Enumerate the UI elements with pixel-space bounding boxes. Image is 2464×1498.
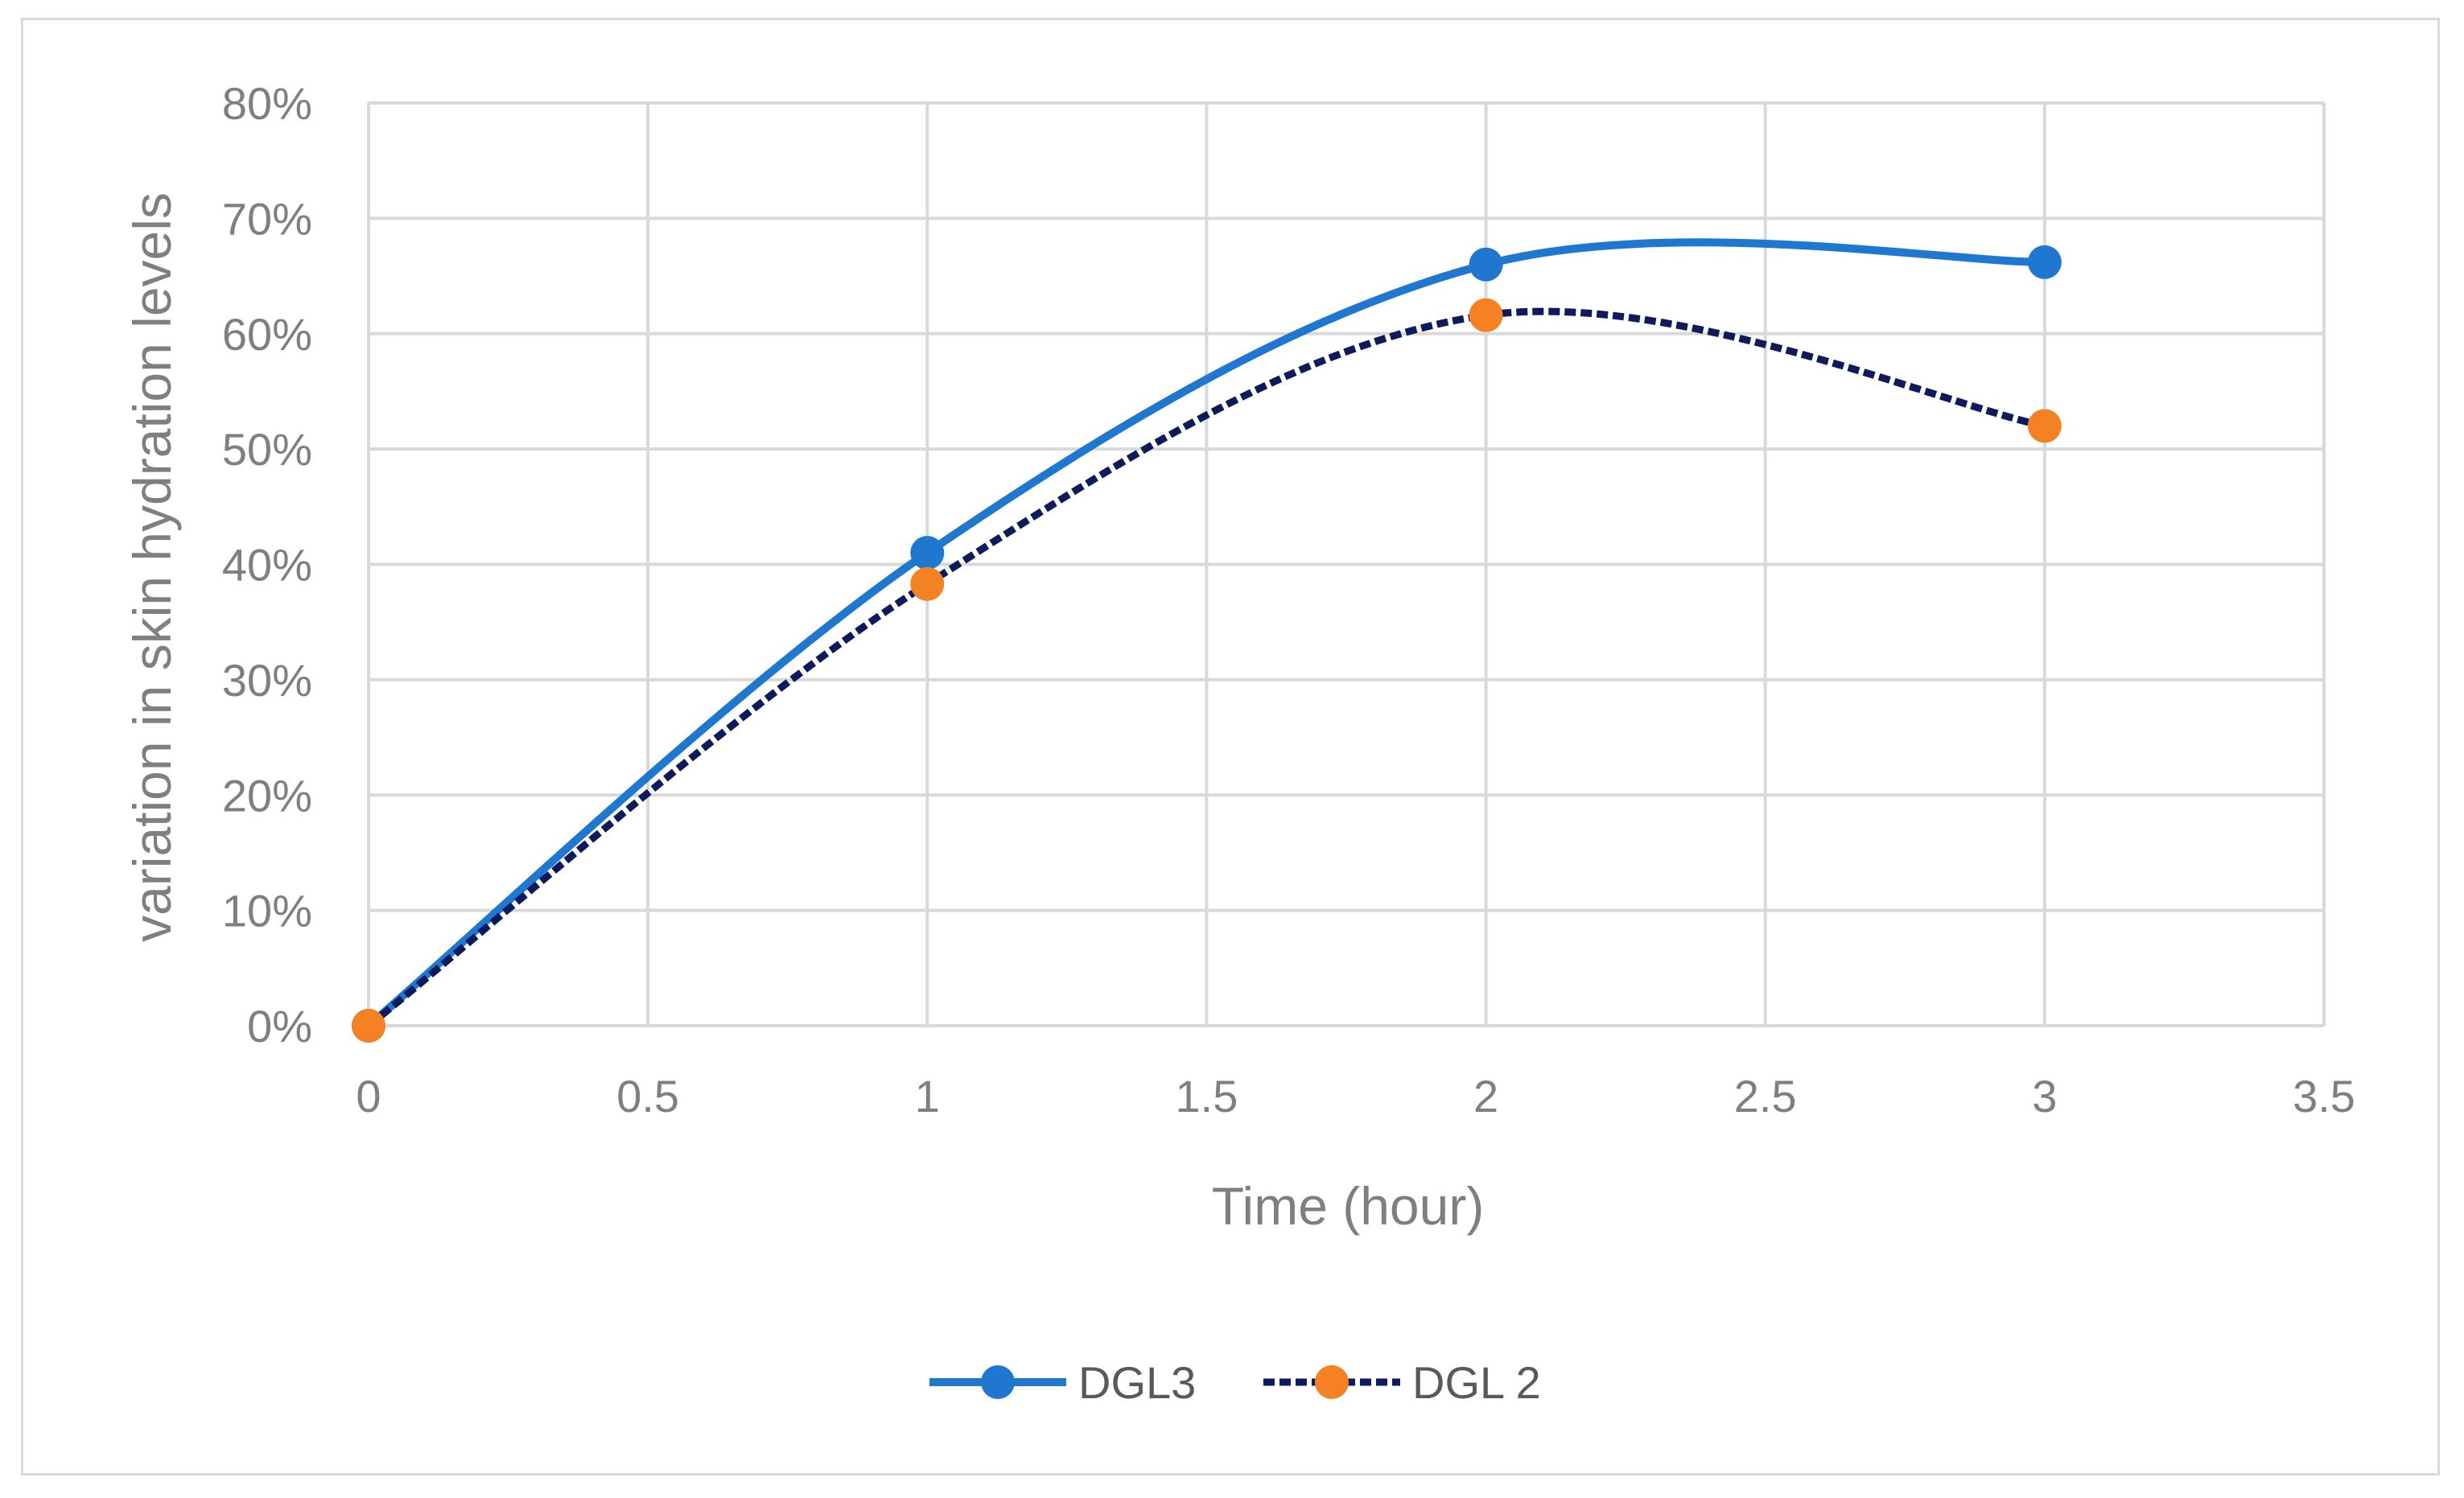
x-tick-label: 3.5 — [2293, 1071, 2355, 1121]
series-line-2 — [366, 307, 2046, 1029]
x-tick-label: 2.5 — [1734, 1071, 1797, 1121]
data-point-2 — [1469, 298, 1503, 332]
data-point-2 — [910, 566, 945, 601]
grid-lines — [367, 101, 2326, 1027]
data-points — [352, 245, 2062, 1043]
y-tick-label: 80% — [222, 78, 312, 129]
y-tick-label: 50% — [222, 424, 312, 475]
y-tick-label: 0% — [247, 1001, 312, 1051]
data-point-1 — [1469, 247, 1503, 282]
y-tick-label: 20% — [222, 770, 312, 821]
y-tick-label: 40% — [222, 540, 312, 591]
x-axis-ticks: 0 0.5 1 1.5 2 2.5 3 3.5 — [356, 1071, 2355, 1121]
x-tick-label: 3 — [2032, 1071, 2057, 1121]
legend: DGL3 DGL 2 — [929, 1357, 1541, 1408]
series-lines — [365, 238, 2049, 1030]
legend-marker-1 — [981, 1365, 1015, 1399]
y-tick-label: 30% — [222, 655, 312, 706]
y-axis-ticks: 0% 10% 20% 30% 40% 50% 60% 70% 80% — [222, 78, 312, 1051]
y-tick-label: 60% — [222, 309, 312, 360]
x-tick-label: 1 — [915, 1071, 940, 1121]
x-tick-label: 1.5 — [1175, 1071, 1238, 1121]
series-line-1 — [365, 238, 2049, 1030]
legend-marker-2 — [1315, 1365, 1349, 1399]
legend-label-1: DGL3 — [1078, 1357, 1196, 1408]
data-point-1 — [2027, 245, 2062, 279]
data-point-2 — [2027, 409, 2062, 443]
data-point-2 — [352, 1009, 385, 1043]
y-tick-label: 10% — [222, 886, 312, 936]
x-tick-label: 0 — [356, 1071, 381, 1121]
x-tick-label: 2 — [1473, 1071, 1498, 1121]
x-tick-label: 0.5 — [616, 1071, 679, 1121]
y-tick-label: 70% — [222, 193, 312, 244]
legend-label-2: DGL 2 — [1412, 1357, 1541, 1408]
x-axis-title: Time (hour) — [1212, 1176, 1485, 1236]
data-point-1 — [910, 536, 945, 570]
y-axis-title: variation in skin hydration levels — [122, 192, 182, 942]
